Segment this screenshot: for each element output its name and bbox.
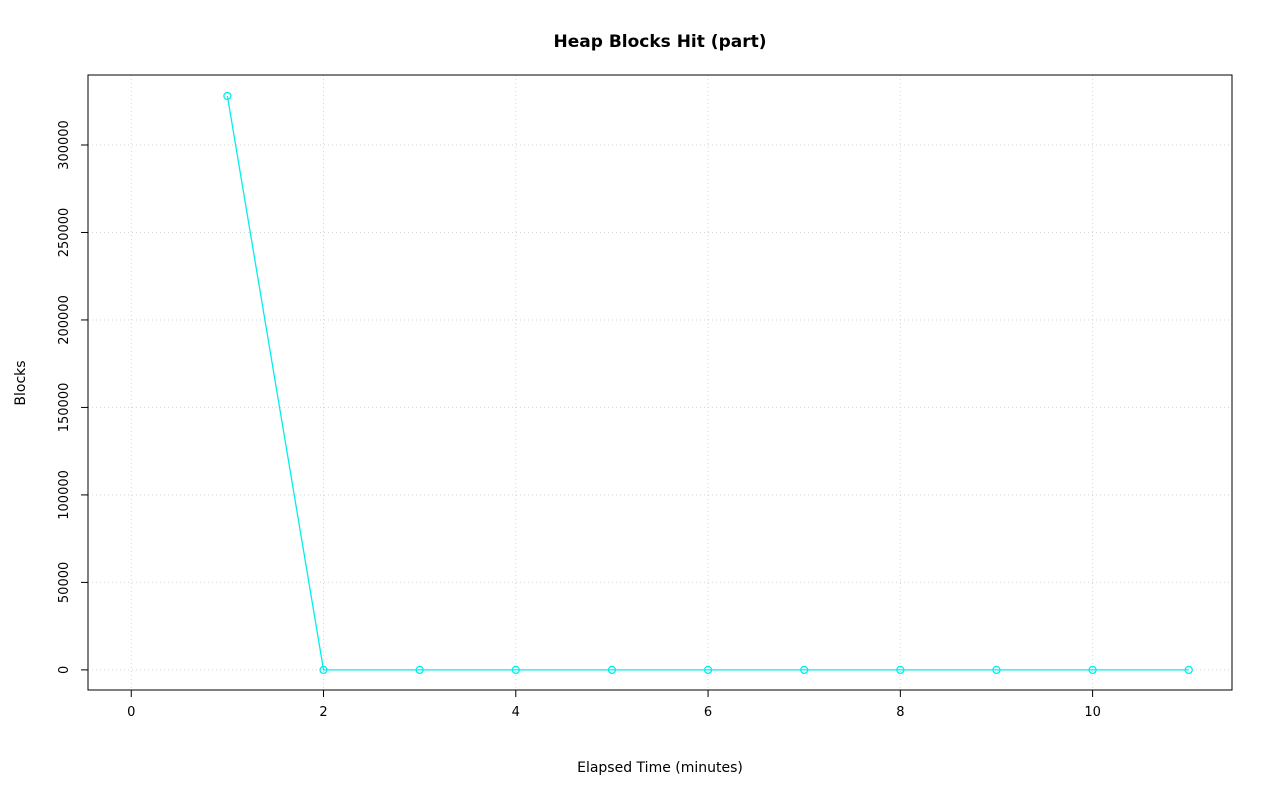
data-point <box>415 665 424 675</box>
y-tick-label: 50000 <box>57 562 72 603</box>
grid-layer <box>88 75 1232 690</box>
data-point <box>511 665 520 675</box>
y-tick-label: 0 <box>57 666 72 674</box>
data-point <box>319 665 328 675</box>
series-layer <box>223 91 1193 675</box>
x-tick-label: 8 <box>896 705 904 720</box>
y-tick-label: 100000 <box>57 470 72 520</box>
data-point <box>800 665 809 675</box>
x-tick-label: 2 <box>319 705 327 720</box>
data-point <box>223 91 232 101</box>
x-axis-label: Elapsed Time (minutes) <box>577 760 743 776</box>
series-line <box>226 95 1189 671</box>
data-point <box>1088 665 1097 675</box>
x-tick-label: 4 <box>512 705 520 720</box>
y-axis-label: Blocks <box>13 360 29 405</box>
plot-box <box>87 74 1233 691</box>
data-point <box>992 665 1001 675</box>
y-tick-label: 300000 <box>57 120 72 170</box>
x-tick-label: 10 <box>1084 705 1101 720</box>
y-tick-label: 200000 <box>57 295 72 345</box>
data-point <box>703 665 713 675</box>
x-tick-label: 0 <box>127 705 135 720</box>
chart-title: Heap Blocks Hit (part) <box>554 32 767 52</box>
data-point <box>607 665 617 675</box>
y-tick-label: 250000 <box>57 208 72 258</box>
x-tick-label: 6 <box>704 705 712 720</box>
y-tick-label: 150000 <box>57 383 72 433</box>
data-point <box>1184 665 1193 675</box>
data-point <box>896 665 905 675</box>
axes-layer: 0 2 4 6 8 10 0 50000 100000 150000 200000 250000 300… <box>57 74 1233 720</box>
